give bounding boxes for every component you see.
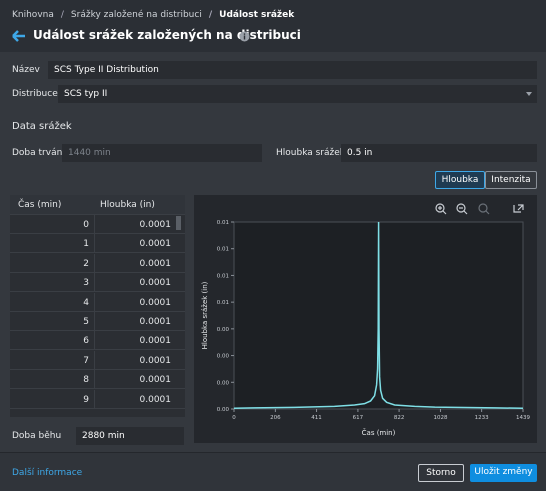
cell-divider (94, 389, 95, 409)
cell-divider (94, 331, 95, 351)
x-tick-label: 617 (353, 415, 364, 421)
time-cell: 8 (83, 375, 89, 386)
zoom-out[interactable] (456, 203, 468, 215)
table-row: 8 0.0001 (10, 370, 185, 390)
scrollbar[interactable] (176, 216, 181, 230)
time-cell: 5 (83, 317, 89, 327)
breadcrumb-link[interactable]: Knihovna (12, 10, 54, 20)
depth-cell: 0.0001 (139, 278, 172, 289)
time-cell: 4 (83, 297, 89, 308)
name-input[interactable]: SCS Type II Distribution (48, 61, 537, 79)
label: Doba trvání (12, 148, 65, 158)
breadcrumb-current: Událost srážek (202, 10, 294, 20)
zoom-in[interactable] (435, 203, 447, 215)
time-cell: 3 (83, 278, 89, 289)
breadcrumb-link[interactable]: Srážky založené na distribuci (54, 10, 202, 20)
x-tick-label: 206 (270, 415, 281, 421)
time-cell: 7 (83, 355, 89, 366)
run-input[interactable]: 2880 min (76, 427, 184, 445)
table-row: 9 0.0001 (10, 389, 185, 409)
y-tick-label: 0.00 (217, 354, 230, 360)
table-row: 6 0.0001 (10, 331, 185, 351)
more-info-link[interactable]: Další informace (12, 468, 83, 478)
depth-cell: 0.0001 (139, 394, 172, 405)
table-row: 1 0.0001 (10, 234, 185, 254)
depth-cell: 0.0001 (139, 297, 172, 308)
y-tick-label: 0.00 (217, 380, 230, 386)
x-tick-label: 1233 (475, 415, 489, 421)
depth-cell: 0.0001 (139, 239, 172, 250)
depth-cell: 0.0001 (139, 375, 172, 386)
header (0, 0, 546, 52)
time-cell: 6 (83, 336, 89, 347)
reset-zoom[interactable] (478, 203, 490, 215)
cell-divider (94, 292, 95, 312)
cell-divider (94, 234, 95, 254)
column-header: Hloubka (in) (100, 200, 155, 210)
time-cell: 1 (83, 239, 89, 250)
x-tick-label: 411 (311, 415, 322, 421)
depth-cell: 0.0001 (139, 317, 172, 327)
x-axis-label: Čas (min) (362, 428, 396, 437)
x-tick-label: 0 (232, 415, 236, 421)
label: Distribuce (12, 89, 58, 99)
table-row: 5 0.0001 (10, 312, 185, 331)
cell-divider (94, 312, 95, 331)
page-title: Událost srážek založených na distribuci (33, 28, 301, 42)
depth-cell: 0.0001 (139, 336, 172, 347)
y-tick-label: 0.01 (217, 300, 229, 306)
time-cell: 0 (83, 220, 89, 230)
info-icon[interactable] (239, 31, 250, 42)
toggle-button[interactable]: Hloubka (435, 171, 485, 189)
table-row: 0 0.0001 (10, 215, 185, 234)
y-tick-label: 0.01 (217, 220, 229, 226)
table: Čas (min) Hloubka (in) 0 0.0001 1 0.0001 2 0.… (10, 195, 185, 417)
chart: 0.00 0.00 0.00 0.00 0.01 0.01 0.01 0.01 0 206 411 6… (194, 195, 537, 443)
table-header: Čas (min) Hloubka (in) (10, 195, 185, 215)
cell-divider (94, 370, 95, 390)
y-tick-label: 0.01 (217, 273, 229, 279)
save-button[interactable]: Uložit změny (470, 464, 537, 482)
cell-divider (94, 350, 95, 370)
x-tick-label: 1028 (433, 415, 447, 421)
data-line (233, 221, 524, 409)
time-cell: 2 (83, 258, 89, 269)
depth-cell: 0.0001 (139, 258, 172, 269)
table-row: 2 0.0001 (10, 253, 185, 273)
x-tick-label: 822 (394, 415, 405, 421)
dropdown-arrow (526, 92, 532, 96)
breadcrumb: KnihovnaSrážky založené na distribuciUdá… (12, 10, 294, 20)
distribution-select[interactable]: SCS typ II (58, 85, 537, 103)
table-row: 3 0.0001 (10, 273, 185, 293)
column-header: Čas (min) (18, 200, 62, 210)
footer (0, 452, 546, 491)
cell-divider (94, 273, 95, 293)
depth-input[interactable]: 0.5 in (341, 144, 537, 162)
label: Doba běhu (12, 431, 62, 441)
table-row: 7 0.0001 (10, 350, 185, 370)
chart-toolbar (435, 203, 524, 215)
cell-divider (94, 215, 95, 234)
y-tick-label: 0.01 (217, 247, 229, 253)
depth-cell: 0.0001 (139, 220, 172, 230)
cancel-button[interactable]: Storno (418, 464, 464, 482)
cell-divider (94, 253, 95, 273)
duration-input: 1440 min (62, 144, 262, 162)
label: Název (12, 65, 40, 75)
y-axis-label: Hloubka srážek (in) (201, 281, 209, 349)
section-title: Data srážek (12, 121, 72, 132)
label: Hloubka srážek (276, 148, 345, 158)
table-row: 4 0.0001 (10, 292, 185, 312)
back-arrow[interactable] (12, 30, 26, 42)
depth-cell: 0.0001 (139, 355, 172, 366)
y-tick-label: 0.00 (217, 327, 230, 333)
time-cell: 9 (83, 394, 89, 405)
expand[interactable] (513, 204, 524, 213)
toggle-button[interactable]: Intenzita (485, 171, 537, 189)
x-tick-label: 1439 (516, 415, 530, 421)
y-tick-label: 0.00 (217, 407, 230, 413)
